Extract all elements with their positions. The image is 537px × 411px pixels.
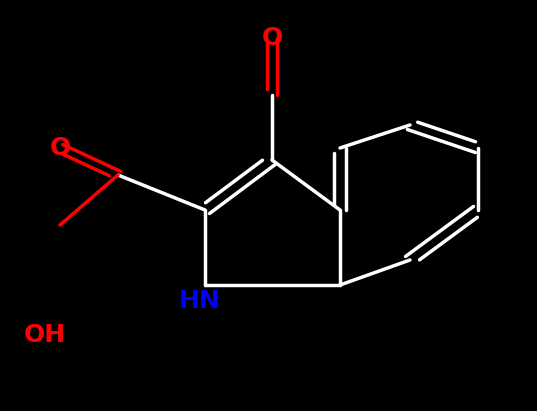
Text: O: O <box>262 26 282 50</box>
Text: HN: HN <box>179 289 221 314</box>
Text: OH: OH <box>24 323 66 347</box>
Text: O: O <box>49 136 71 160</box>
